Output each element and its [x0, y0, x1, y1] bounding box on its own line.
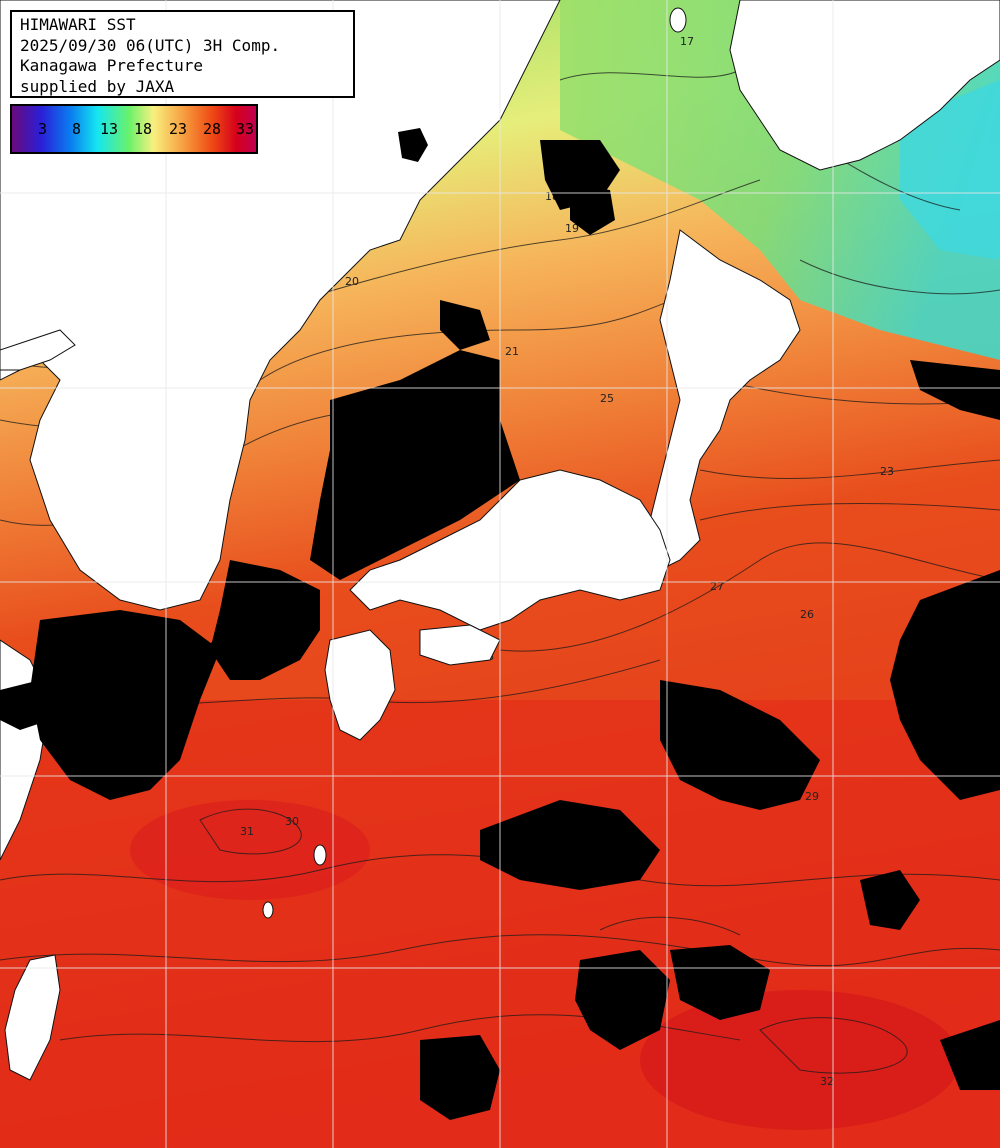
legend-tick-13: 13: [100, 120, 119, 138]
cloud-south-c: [420, 1035, 500, 1120]
legend-tick-labels: 3 8 13 18 23 28 33: [12, 120, 256, 140]
color-scale-legend: 3 8 13 18 23 28 33: [10, 104, 258, 154]
svg-text:29: 29: [805, 790, 819, 803]
cold-water-region: [900, 80, 1000, 260]
legend-tick-8: 8: [72, 120, 82, 138]
map-timestamp: 2025/09/30 06(UTC) 3H Comp.: [20, 35, 281, 55]
cloud-south-a: [575, 950, 670, 1050]
hot-spot-west: [130, 800, 370, 900]
cloud-south-east: [860, 870, 920, 930]
land-island-b: [262, 901, 274, 919]
svg-text:25: 25: [600, 392, 614, 405]
land-island-a: [313, 844, 327, 866]
svg-text:31: 31: [240, 825, 254, 838]
cloud-north-b: [570, 185, 615, 235]
map-title: HIMAWARI SST: [20, 15, 136, 34]
cloud-east-china-sea: [30, 610, 220, 800]
svg-text:17: 17: [680, 35, 694, 48]
legend-tick-23: 23: [169, 120, 188, 138]
land-honshu-north: [639, 229, 801, 571]
map-credit: supplied by JAXA: [20, 76, 175, 96]
cloud-small-island: [398, 128, 428, 162]
cloud-east-pacific: [890, 570, 1000, 800]
legend-tick-33: 33: [236, 120, 255, 138]
svg-text:20: 20: [345, 275, 359, 288]
cloud-bottom-right: [940, 1020, 1000, 1090]
land-island-c: [669, 7, 687, 33]
land-hokkaido: [729, 0, 1000, 171]
map-info-box: HIMAWARI SST 2025/09/30 06(UTC) 3H Comp.…: [10, 10, 355, 98]
cloud-central-pacific: [660, 680, 820, 810]
land-shikoku: [419, 624, 501, 666]
cloud-cover: [0, 128, 1000, 1120]
land-honshu-central: [349, 469, 671, 631]
svg-text:21: 21: [505, 345, 519, 358]
legend-tick-18: 18: [134, 120, 153, 138]
cloud-taiwan-strait: [0, 680, 60, 730]
cloud-band-mid: [480, 800, 660, 890]
cloud-korea-strait: [210, 560, 320, 680]
svg-text:27: 27: [710, 580, 724, 593]
svg-text:19: 19: [565, 222, 579, 235]
land-shandong: [0, 329, 76, 371]
svg-text:32: 32: [820, 1075, 834, 1088]
legend-tick-3: 3: [38, 120, 48, 138]
legend-tick-28: 28: [203, 120, 222, 138]
svg-text:26: 26: [800, 608, 814, 621]
land-taiwan: [4, 954, 61, 1081]
svg-text:30: 30: [285, 815, 299, 828]
cloud-north-c: [440, 300, 490, 350]
cloud-south-b: [670, 945, 770, 1020]
svg-text:23: 23: [880, 465, 894, 478]
hot-spot-south: [640, 990, 960, 1130]
cloud-east-north: [910, 360, 1000, 420]
cloud-sea-of-japan: [310, 350, 520, 580]
map-region: Kanagawa Prefecture: [20, 56, 204, 75]
land-kyushu: [324, 629, 396, 741]
